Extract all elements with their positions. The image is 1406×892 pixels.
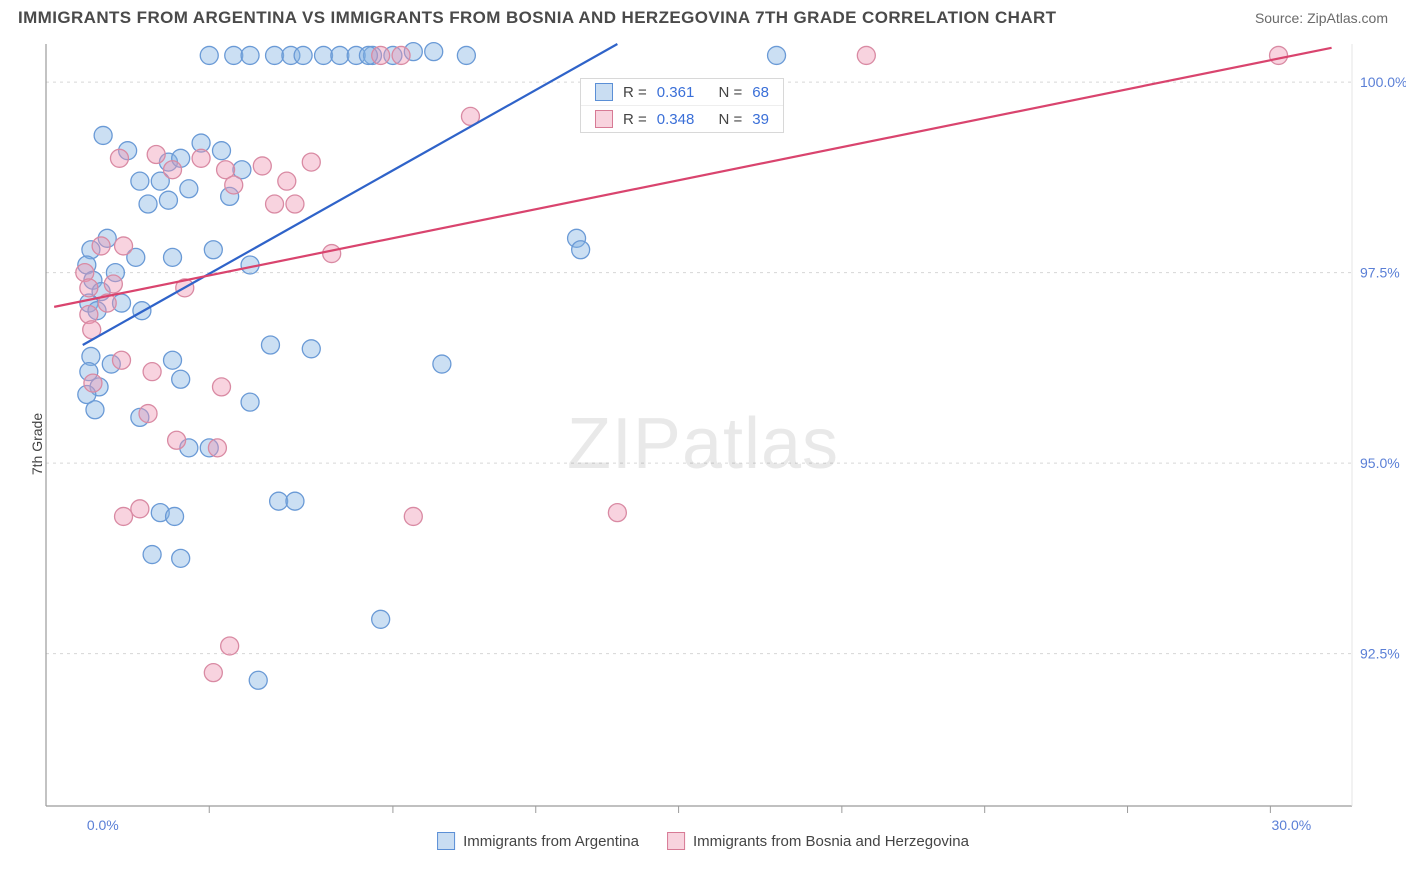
correlation-legend: R = 0.361 N = 68 R = 0.348 N = 39 [580,78,784,133]
swatch-pink-icon [667,832,685,850]
legend-r-label: R = [623,84,647,101]
legend-n-value: 68 [752,84,769,101]
swatch-blue-icon [595,83,613,101]
legend-r-label: R = [623,111,647,128]
legend-item: Immigrants from Bosnia and Herzegovina [667,832,969,850]
legend-item-label: Immigrants from Bosnia and Herzegovina [693,833,969,850]
legend-item-label: Immigrants from Argentina [463,833,639,850]
source-credit: Source: ZipAtlas.com [1255,10,1388,26]
legend-r-value: 0.361 [657,84,695,101]
swatch-blue-icon [437,832,455,850]
svg-text:92.5%: 92.5% [1360,646,1400,662]
chart-title: IMMIGRANTS FROM ARGENTINA VS IMMIGRANTS … [18,8,1056,28]
svg-text:97.5%: 97.5% [1360,265,1400,281]
series-legend: Immigrants from Argentina Immigrants fro… [437,832,969,850]
scatter-chart: 92.5% 95.0% 97.5% 100.0% 0.0% 30.0% [0,34,1406,854]
legend-item: Immigrants from Argentina [437,832,639,850]
legend-r-value: 0.348 [657,111,695,128]
legend-row: R = 0.361 N = 68 [581,79,783,105]
legend-n-label: N = [718,111,742,128]
legend-row: R = 0.348 N = 39 [581,105,783,132]
source-prefix: Source: [1255,10,1307,26]
svg-text:95.0%: 95.0% [1360,455,1400,471]
svg-text:100.0%: 100.0% [1360,74,1406,90]
legend-n-label: N = [718,84,742,101]
source-link[interactable]: ZipAtlas.com [1307,10,1388,26]
legend-n-value: 39 [752,111,769,128]
svg-text:30.0%: 30.0% [1271,817,1311,833]
chart-area: 7th Grade 92.5% 95.0% 97.5% 100.0% 0.0% 30.0%… [0,34,1406,854]
svg-text:0.0%: 0.0% [87,817,119,833]
swatch-pink-icon [595,110,613,128]
y-axis-label: 7th Grade [29,413,45,475]
